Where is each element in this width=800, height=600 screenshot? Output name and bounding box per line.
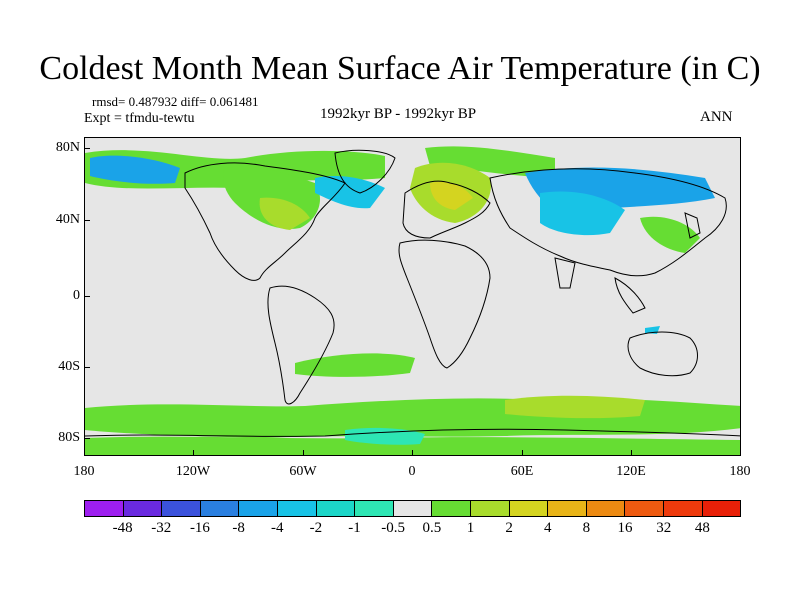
coastline bbox=[334, 149, 396, 194]
anomaly-region bbox=[425, 146, 555, 178]
coastline bbox=[489, 168, 727, 277]
map-canvas bbox=[85, 146, 740, 455]
colorbar-segment bbox=[509, 501, 549, 516]
coastline-layer bbox=[85, 149, 740, 437]
experiment-label: Expt = tfmdu-tewtu bbox=[84, 111, 195, 126]
anomaly-region bbox=[90, 155, 180, 184]
lon-label: 180 bbox=[729, 464, 751, 479]
colorbar-label: 32 bbox=[656, 520, 672, 536]
colorbar-segment bbox=[393, 501, 433, 516]
anomaly-region bbox=[315, 176, 385, 209]
stats-label: rmsd= 0.487932 diff= 0.061481 bbox=[92, 94, 259, 109]
lon-label: 120E bbox=[616, 464, 646, 479]
colorbar-segment bbox=[200, 501, 240, 516]
anomaly-region bbox=[430, 181, 473, 210]
colorbar-segment bbox=[355, 501, 394, 516]
colorbar-label: -2 bbox=[309, 520, 323, 536]
anomaly-region bbox=[85, 436, 740, 455]
colorbar-segment bbox=[548, 501, 587, 516]
colorbar-label: -0.5 bbox=[381, 520, 406, 536]
lat-tick bbox=[84, 148, 90, 149]
colorbar-label: 48 bbox=[694, 520, 710, 536]
anomaly-fill-layer bbox=[85, 146, 740, 455]
colorbar-segment bbox=[277, 501, 317, 516]
colorbar-segment bbox=[586, 501, 626, 516]
colorbar-label: -4 bbox=[270, 520, 284, 536]
colorbar-segment bbox=[239, 501, 278, 516]
lon-label: 60W bbox=[289, 464, 317, 479]
lon-tick bbox=[522, 450, 523, 456]
lon-tick bbox=[631, 450, 632, 456]
lat-label: 80N bbox=[55, 140, 80, 155]
lat-tick bbox=[84, 367, 90, 368]
colorbar-segment bbox=[663, 501, 703, 516]
colorbar-segment bbox=[432, 501, 471, 516]
lat-tick bbox=[84, 220, 90, 221]
anomaly-region bbox=[295, 353, 415, 377]
colorbar-label: -16 bbox=[189, 520, 210, 536]
lat-label: 40S bbox=[58, 359, 80, 374]
coastline bbox=[398, 239, 491, 369]
colorbar-label: -48 bbox=[112, 520, 133, 536]
colorbar-label: -8 bbox=[232, 520, 245, 536]
lon-tick bbox=[740, 450, 741, 456]
colorbar-segment bbox=[123, 501, 163, 516]
temperature-map bbox=[84, 137, 741, 456]
coastline bbox=[614, 277, 646, 314]
colorbar-segment bbox=[316, 501, 356, 516]
lat-label: 40N bbox=[55, 212, 80, 227]
colorbar-label: 16 bbox=[617, 520, 633, 536]
colorbar-label: -1 bbox=[348, 520, 361, 536]
anomaly-region bbox=[505, 395, 645, 419]
lon-tick bbox=[84, 450, 85, 456]
colorbar-label: 2 bbox=[505, 520, 513, 536]
lon-label: 180 bbox=[73, 464, 95, 479]
anomaly-region bbox=[540, 191, 625, 236]
colorbar-segment bbox=[625, 501, 664, 516]
coastline bbox=[402, 180, 491, 239]
colorbar-label: 1 bbox=[466, 520, 475, 536]
colorbar-label: -32 bbox=[151, 520, 172, 536]
anomaly-region bbox=[640, 216, 700, 253]
coastline bbox=[554, 257, 576, 289]
colorbar-label: 8 bbox=[582, 520, 591, 536]
colorbar-segment bbox=[162, 501, 201, 516]
colorbar-segment bbox=[470, 501, 510, 516]
season-label: ANN bbox=[700, 109, 733, 125]
coastline bbox=[85, 428, 740, 437]
colorbar-segment bbox=[702, 501, 741, 516]
lon-tick bbox=[193, 450, 194, 456]
lat-label: 0 bbox=[73, 288, 80, 303]
colorbar-label: 4 bbox=[544, 520, 552, 536]
coastline bbox=[267, 285, 335, 405]
coastline bbox=[184, 162, 346, 281]
lon-label: 0 bbox=[408, 464, 416, 479]
lon-tick bbox=[303, 450, 304, 456]
page-title: Coldest Month Mean Surface Air Temperatu… bbox=[39, 50, 761, 87]
colorbar-segment bbox=[85, 501, 124, 516]
anomaly-region bbox=[259, 197, 310, 230]
coastline bbox=[684, 212, 701, 239]
lon-label: 60E bbox=[510, 464, 534, 479]
lat-tick bbox=[84, 296, 90, 297]
lat-tick bbox=[84, 438, 90, 439]
colorbar bbox=[84, 500, 741, 517]
colorbar-label: 0.5 bbox=[422, 520, 442, 536]
lon-label: 120W bbox=[175, 464, 211, 479]
period-label: 1992kyr BP - 1992kyr BP bbox=[320, 106, 477, 122]
coastline bbox=[627, 331, 698, 377]
anomaly-region bbox=[345, 427, 425, 445]
lon-tick bbox=[412, 450, 413, 456]
lat-label: 80S bbox=[58, 430, 80, 445]
